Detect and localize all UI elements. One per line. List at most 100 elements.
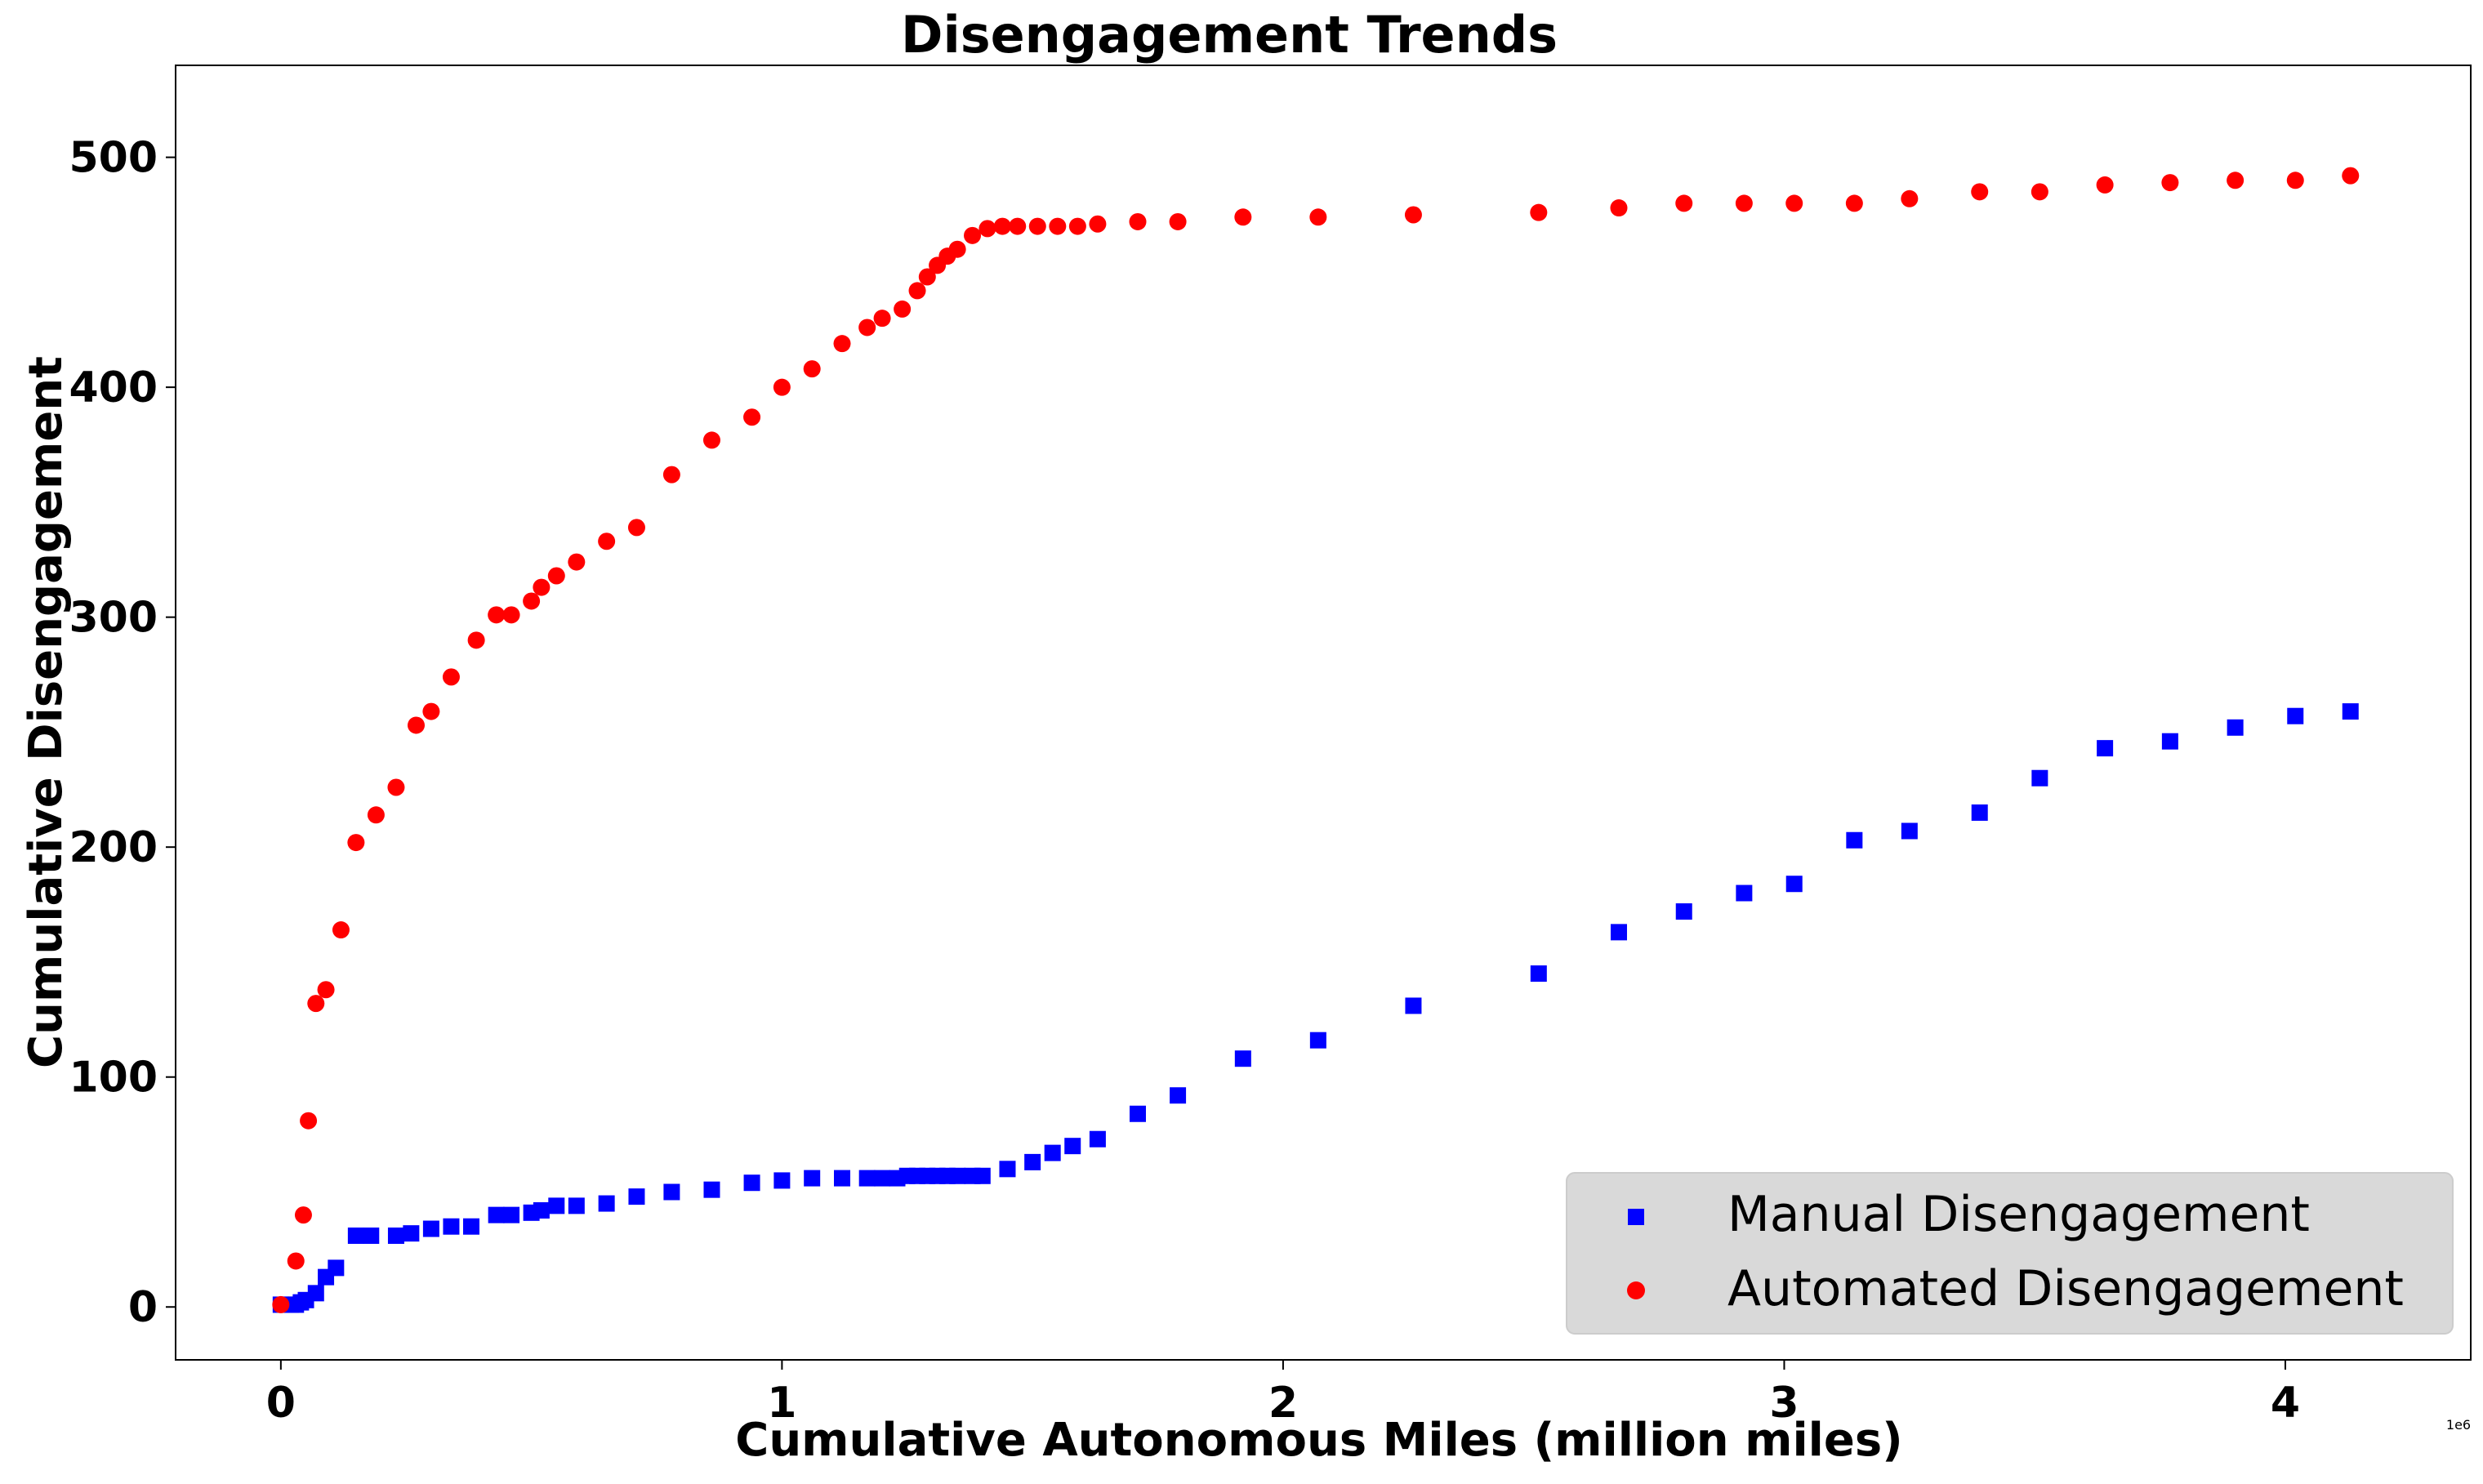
legend-marker-manual — [1628, 1209, 1644, 1225]
data-point — [993, 217, 1011, 235]
data-point — [663, 1183, 680, 1201]
legend-marker-automated — [1627, 1281, 1645, 1299]
data-point — [272, 1295, 290, 1313]
data-point — [347, 834, 365, 852]
data-point — [443, 1218, 460, 1235]
data-point — [974, 1167, 991, 1184]
data-point — [743, 408, 761, 426]
data-point — [533, 1202, 550, 1219]
data-point — [949, 1167, 966, 1184]
data-point — [2287, 707, 2304, 724]
legend-label-manual: Manual Disengagement — [1727, 1186, 2310, 1243]
data-point — [317, 981, 335, 999]
data-point — [2227, 172, 2245, 189]
y-tick-label: 200 — [69, 823, 158, 872]
data-point — [1129, 1105, 1146, 1122]
data-point — [743, 1174, 760, 1192]
data-point — [1736, 885, 1753, 902]
data-point — [1675, 194, 1693, 212]
x-axis-offset-label: 1e6 — [2446, 1417, 2471, 1433]
data-point — [422, 702, 440, 720]
data-point — [548, 1197, 565, 1214]
data-point — [834, 1170, 851, 1187]
data-point — [488, 606, 506, 624]
data-point — [332, 921, 350, 939]
data-point — [1846, 831, 1863, 849]
data-point — [2031, 769, 2048, 787]
data-point — [628, 1188, 645, 1205]
data-series — [272, 167, 2360, 1313]
data-point — [858, 319, 876, 336]
data-point — [948, 240, 966, 258]
data-point — [488, 1206, 505, 1223]
x-tick-label: 1 — [767, 1379, 796, 1428]
data-point — [287, 1252, 305, 1270]
data-point — [1049, 217, 1067, 235]
x-axis: 0 1 2 3 4 — [266, 1360, 2300, 1428]
data-point — [1234, 1050, 1251, 1067]
data-point — [803, 360, 821, 378]
data-point — [978, 220, 996, 238]
data-point — [1234, 208, 1252, 226]
data-point — [2097, 740, 2114, 757]
chart-title: Disengagement Trends — [901, 5, 1558, 65]
data-point — [1845, 194, 1863, 212]
data-point — [523, 592, 541, 610]
data-point — [874, 1170, 891, 1187]
data-point — [773, 1172, 791, 1189]
data-point — [627, 519, 645, 537]
data-point — [347, 1227, 364, 1244]
data-point — [547, 567, 565, 585]
data-point — [300, 1112, 318, 1130]
data-point — [2342, 167, 2360, 185]
data-point — [1675, 903, 1692, 920]
data-point — [1044, 1144, 1061, 1161]
data-point — [1404, 206, 1422, 224]
data-point — [918, 268, 936, 286]
series-manual-disengagement — [272, 703, 2359, 1313]
x-tick-label: 0 — [266, 1379, 296, 1428]
data-point — [533, 578, 551, 596]
data-point — [422, 1220, 439, 1237]
data-point — [598, 533, 616, 550]
data-point — [1530, 965, 1547, 983]
data-point — [1028, 217, 1046, 235]
data-point — [407, 716, 425, 734]
data-point — [568, 1197, 585, 1214]
x-tick-label: 4 — [2271, 1379, 2300, 1428]
data-point — [702, 431, 720, 449]
data-point — [662, 466, 680, 484]
y-tick-label: 100 — [69, 1054, 158, 1103]
series-automated-disengagement — [272, 167, 2360, 1313]
data-point — [387, 778, 405, 796]
x-axis-label: Cumulative Autonomous Miles (million mil… — [735, 1414, 1903, 1467]
data-point — [2096, 176, 2114, 194]
data-point — [363, 1227, 380, 1244]
data-point — [307, 1285, 324, 1302]
data-point — [403, 1225, 420, 1242]
data-point — [894, 300, 912, 318]
data-point — [294, 1206, 312, 1224]
plot-area-frame — [175, 65, 2472, 1361]
data-point — [462, 1218, 479, 1235]
data-point — [1610, 924, 1627, 941]
data-point — [1170, 1087, 1187, 1104]
data-point — [1064, 1138, 1081, 1155]
data-point — [773, 378, 791, 396]
data-point — [2031, 183, 2048, 201]
data-point — [1971, 804, 1988, 821]
data-point — [1610, 199, 1628, 217]
data-point — [2286, 172, 2304, 189]
data-point — [2342, 703, 2359, 720]
y-tick-label: 400 — [69, 363, 158, 412]
data-point — [964, 226, 982, 244]
data-point — [502, 606, 520, 624]
data-point — [703, 1181, 720, 1198]
data-point — [1068, 217, 1086, 235]
data-point — [908, 282, 926, 300]
data-point — [1901, 822, 1918, 840]
data-point — [1971, 183, 1989, 201]
legend-label-automated: Automated Disengagement — [1727, 1260, 2404, 1317]
data-point — [367, 806, 385, 824]
data-point — [328, 1259, 345, 1277]
